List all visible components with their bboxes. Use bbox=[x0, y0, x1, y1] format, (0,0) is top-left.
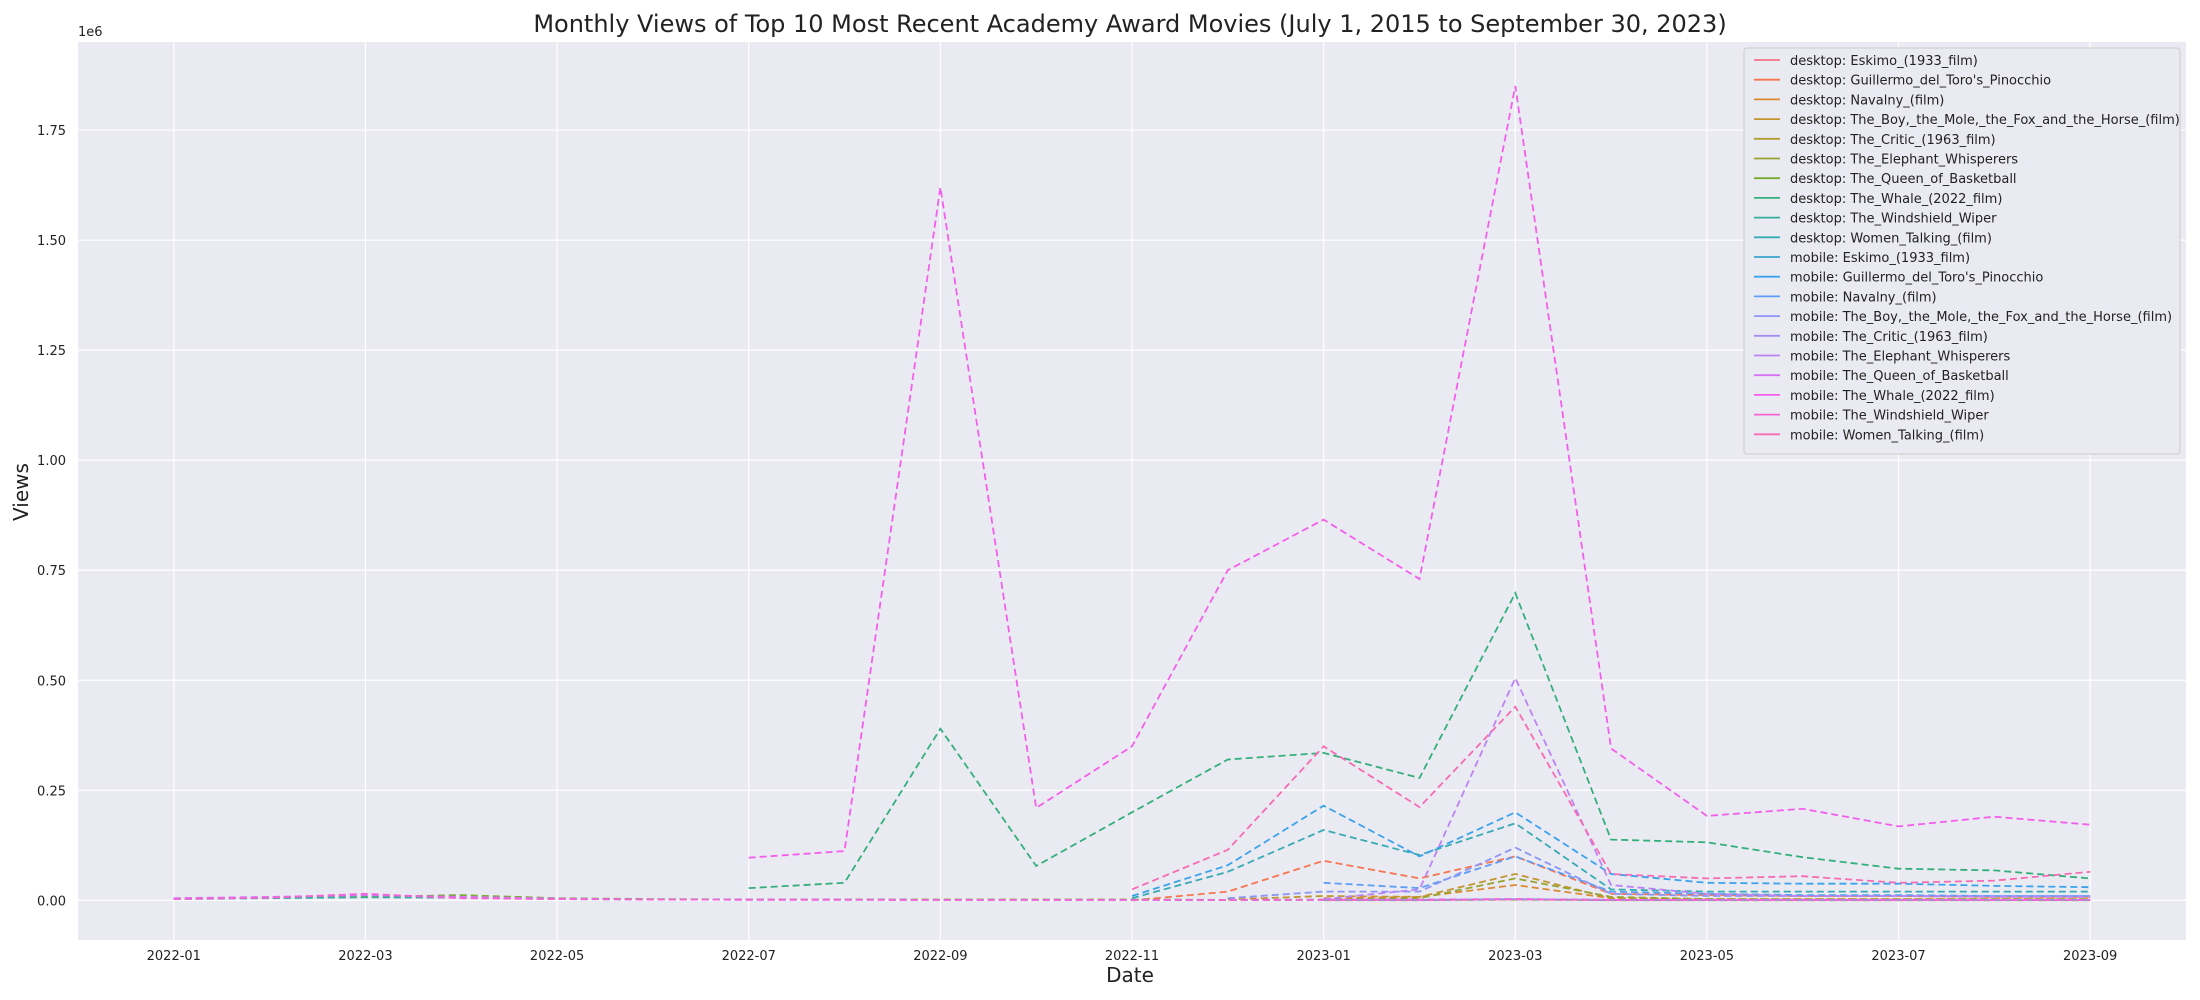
x-tick-label: 2023-05 bbox=[1680, 949, 1734, 964]
y-axis-label: Views bbox=[9, 463, 33, 521]
legend-entry: mobile: Guillermo_del_Toro's_Pinocchio bbox=[1790, 271, 2043, 286]
y-tick-label: 0.25 bbox=[37, 784, 66, 799]
legend: desktop: Eskimo_(1933_film) desktop: Guil… bbox=[1743, 47, 2181, 455]
x-tick-label: 2022-09 bbox=[913, 949, 967, 964]
x-tick-label: 2022-03 bbox=[338, 949, 392, 964]
x-tick-label: 2022-01 bbox=[147, 949, 201, 964]
legend-entry: mobile: Navalny_(film) bbox=[1790, 290, 1937, 305]
x-tick-label: 2023-01 bbox=[1296, 949, 1350, 964]
series-line-3 bbox=[1227, 873, 2091, 901]
x-tick-label: 2023-03 bbox=[1488, 949, 1542, 964]
legend-entry: mobile: Women_Talking_(film) bbox=[1790, 428, 1984, 443]
legend-entry: desktop: The_Critic_(1963_film) bbox=[1790, 133, 1996, 148]
legend-frame bbox=[1743, 47, 2181, 455]
y-tick-label: 1.25 bbox=[37, 344, 66, 359]
legend-entry: mobile: The_Queen_of_Basketball bbox=[1790, 369, 2009, 384]
legend-entry: mobile: The_Critic_(1963_film) bbox=[1790, 330, 1988, 345]
series-line-11 bbox=[1131, 804, 2091, 897]
legend-entry: desktop: The_Windshield_Wiper bbox=[1790, 212, 1997, 227]
x-axis-label: Date bbox=[1106, 963, 1154, 987]
y-tick-label: 0.50 bbox=[37, 674, 66, 689]
x-tick-label: 2022-07 bbox=[722, 949, 776, 964]
y-tick-label: 0.00 bbox=[37, 894, 66, 909]
legend-entry: desktop: The_Queen_of_Basketball bbox=[1790, 172, 2017, 187]
x-tick-label: 2022-05 bbox=[530, 949, 584, 964]
y-tick-label: 1.00 bbox=[37, 454, 66, 469]
legend-entry: mobile: Eskimo_(1933_film) bbox=[1790, 251, 1970, 266]
chart-title: Monthly Views of Top 10 Most Recent Acad… bbox=[533, 10, 1726, 38]
series-line-18 bbox=[173, 892, 2091, 901]
legend-entry: desktop: Eskimo_(1933_film) bbox=[1790, 54, 1978, 69]
x-tick-label: 2023-07 bbox=[1871, 949, 1925, 964]
y-tick-label: 1.50 bbox=[37, 234, 66, 249]
series-line-17 bbox=[748, 85, 2091, 859]
y-offset-label: 1e6 bbox=[78, 25, 103, 40]
legend-entry: mobile: The_Boy,_the_Mole,_the_Fox_and_t… bbox=[1790, 310, 2172, 325]
y-tick-label: 0.75 bbox=[37, 564, 66, 579]
legend-entry: desktop: Guillermo_del_Toro's_Pinocchio bbox=[1790, 74, 2051, 89]
legend-entry: desktop: Navalny_(film) bbox=[1790, 93, 1944, 108]
y-tick-label: 1.75 bbox=[37, 124, 66, 139]
legend-entry: desktop: The_Whale_(2022_film) bbox=[1790, 192, 2002, 207]
legend-entry: mobile: The_Whale_(2022_film) bbox=[1790, 389, 1995, 404]
series-layer bbox=[173, 85, 2091, 902]
legend-entry: desktop: The_Boy,_the_Mole,_the_Fox_and_… bbox=[1790, 113, 2180, 128]
series-line-15 bbox=[1323, 675, 2091, 900]
x-tick-label: 2022-11 bbox=[1105, 949, 1159, 964]
series-line-9 bbox=[1131, 822, 2091, 900]
series-line-7 bbox=[748, 590, 2091, 889]
ticks-layer: 2022-01 2022-03 2022-05 2022-07 2022-09 2022-… bbox=[37, 124, 2117, 964]
x-tick-label: 2023-09 bbox=[2063, 949, 2117, 964]
legend-entry: mobile: The_Elephant_Whisperers bbox=[1790, 350, 2011, 365]
legend-entry: desktop: Women_Talking_(film) bbox=[1790, 231, 1992, 246]
legend-entry: mobile: The_Windshield_Wiper bbox=[1790, 409, 1989, 424]
legend-entry: desktop: The_Elephant_Whisperers bbox=[1790, 153, 2018, 168]
